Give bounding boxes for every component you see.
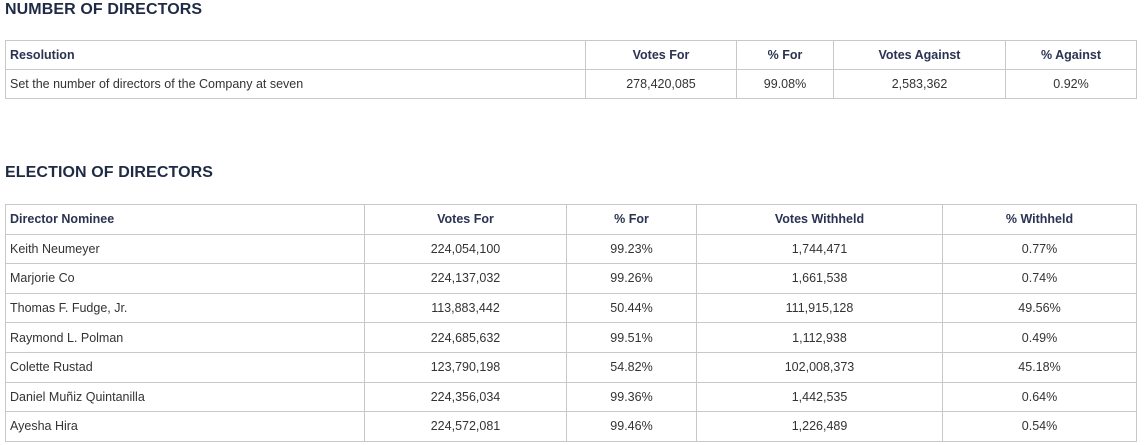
- table-header-row: Director Nominee Votes For % For Votes W…: [5, 204, 1137, 235]
- percent-withheld-cell: 0.49%: [942, 322, 1137, 353]
- percent-for-cell: 99.23%: [566, 233, 697, 265]
- table-row: Thomas F. Fudge, Jr. 113,883,442 50.44% …: [5, 292, 1137, 324]
- column-header-percent-for: % For: [566, 204, 697, 235]
- column-header-votes-for: Votes For: [585, 40, 737, 70]
- column-header-votes-withheld: Votes Withheld: [696, 204, 943, 235]
- votes-withheld-cell: 102,008,373: [696, 351, 943, 383]
- percent-for-cell: 99.46%: [566, 411, 697, 442]
- percent-for-cell: 99.26%: [566, 263, 697, 294]
- votes-withheld-cell: 111,915,128: [696, 292, 943, 324]
- votes-withheld-cell: 1,112,938: [696, 322, 943, 353]
- percent-against-cell: 0.92%: [1005, 69, 1137, 99]
- number-of-directors-table: Resolution Votes For % For Votes Against…: [5, 40, 1137, 99]
- table-row: Set the number of directors of the Compa…: [5, 69, 1137, 99]
- nominee-name-cell: Marjorie Co: [5, 263, 365, 294]
- nominee-name-cell: Ayesha Hira: [5, 411, 365, 442]
- table-header-row: Resolution Votes For % For Votes Against…: [5, 40, 1137, 70]
- column-header-percent-for: % For: [736, 40, 834, 70]
- percent-withheld-cell: 49.56%: [942, 292, 1137, 324]
- percent-withheld-cell: 45.18%: [942, 351, 1137, 383]
- number-of-directors-heading: NUMBER OF DIRECTORS: [5, 1, 203, 18]
- column-header-director-nominee: Director Nominee: [5, 204, 365, 235]
- votes-withheld-cell: 1,442,535: [696, 381, 943, 413]
- votes-for-cell: 224,572,081: [364, 411, 567, 442]
- nominee-name-cell: Keith Neumeyer: [5, 233, 365, 265]
- nominee-name-cell: Thomas F. Fudge, Jr.: [5, 292, 365, 324]
- percent-withheld-cell: 0.74%: [942, 263, 1137, 294]
- votes-for-cell: 278,420,085: [585, 69, 737, 99]
- table-row: Ayesha Hira 224,572,081 99.46% 1,226,489…: [5, 411, 1137, 442]
- column-header-percent-withheld: % Withheld: [942, 204, 1137, 235]
- votes-for-cell: 224,685,632: [364, 322, 567, 353]
- table-row: Daniel Muñiz Quintanilla 224,356,034 99.…: [5, 381, 1137, 413]
- nominee-name-cell: Daniel Muñiz Quintanilla: [5, 381, 365, 413]
- votes-against-cell: 2,583,362: [833, 69, 1006, 99]
- votes-withheld-cell: 1,744,471: [696, 233, 943, 265]
- percent-for-cell: 50.44%: [566, 292, 697, 324]
- percent-for-cell: 54.82%: [566, 351, 697, 383]
- votes-for-cell: 123,790,198: [364, 351, 567, 383]
- resolution-cell: Set the number of directors of the Compa…: [5, 69, 586, 99]
- election-of-directors-heading: ELECTION OF DIRECTORS: [5, 164, 214, 181]
- election-of-directors-table: Director Nominee Votes For % For Votes W…: [5, 204, 1137, 442]
- column-header-resolution: Resolution: [5, 40, 586, 70]
- table-row: Keith Neumeyer 224,054,100 99.23% 1,744,…: [5, 233, 1137, 265]
- table-row: Raymond L. Polman 224,685,632 99.51% 1,1…: [5, 322, 1137, 353]
- percent-for-cell: 99.51%: [566, 322, 697, 353]
- percent-withheld-cell: 0.54%: [942, 411, 1137, 442]
- percent-withheld-cell: 0.64%: [942, 381, 1137, 413]
- percent-for-cell: 99.36%: [566, 381, 697, 413]
- percent-withheld-cell: 0.77%: [942, 233, 1137, 265]
- votes-for-cell: 113,883,442: [364, 292, 567, 324]
- percent-for-cell: 99.08%: [736, 69, 834, 99]
- votes-withheld-cell: 1,226,489: [696, 411, 943, 442]
- votes-for-cell: 224,356,034: [364, 381, 567, 413]
- column-header-votes-against: Votes Against: [833, 40, 1006, 70]
- votes-for-cell: 224,054,100: [364, 233, 567, 265]
- table-row: Marjorie Co 224,137,032 99.26% 1,661,538…: [5, 263, 1137, 294]
- column-header-percent-against: % Against: [1005, 40, 1137, 70]
- column-header-votes-for: Votes For: [364, 204, 567, 235]
- table-row: Colette Rustad 123,790,198 54.82% 102,00…: [5, 351, 1137, 383]
- nominee-name-cell: Colette Rustad: [5, 351, 365, 383]
- votes-for-cell: 224,137,032: [364, 263, 567, 294]
- nominee-name-cell: Raymond L. Polman: [5, 322, 365, 353]
- votes-withheld-cell: 1,661,538: [696, 263, 943, 294]
